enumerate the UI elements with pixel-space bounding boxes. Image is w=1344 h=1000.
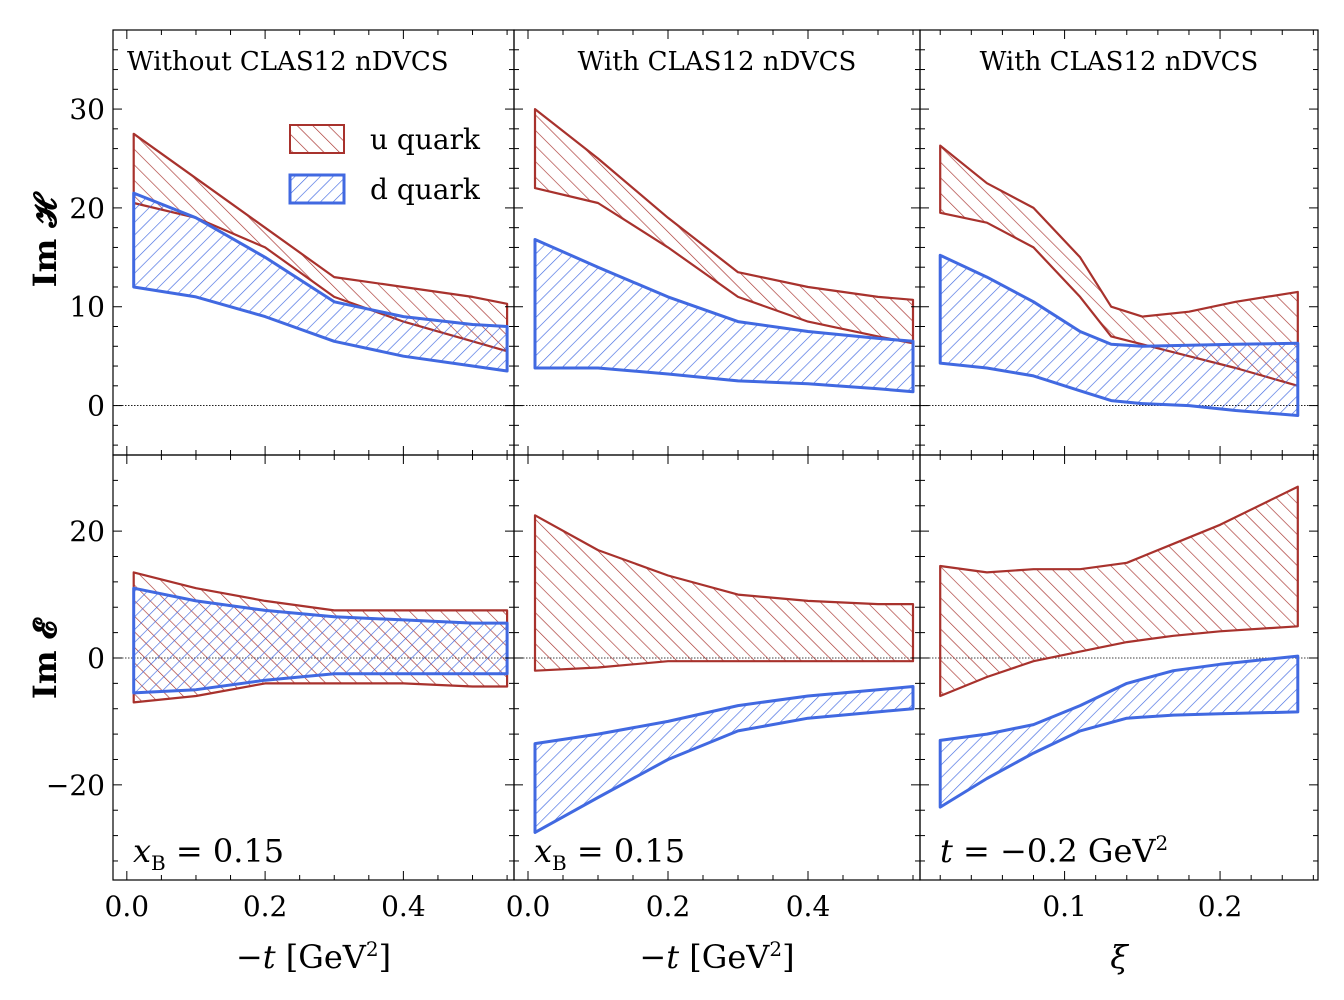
y-tick-label: 0 <box>87 642 105 675</box>
panel-frame <box>513 29 921 456</box>
legend-label-u: u quark <box>370 123 481 156</box>
panel-annotation: xB = 0.15 <box>534 832 685 875</box>
panel-r1-c0: −20 0 20 0.0 0.2 0.4 −t [GeV2] xB = 0.15 <box>46 454 515 976</box>
x-axis-title: −t [GeV2] <box>236 937 391 976</box>
y-tick-label: 30 <box>69 93 105 126</box>
y-axis-title-im-h: Im 𝓗 <box>26 190 64 287</box>
y-tick-label: 0 <box>87 390 105 423</box>
panels-group: 0 10 20 30 Without CLAS12 nDVCS With CLAS12 n… <box>46 29 1319 976</box>
panel-annotation: xB = 0.15 <box>133 832 284 875</box>
x-axis-title: −t [GeV2] <box>639 937 794 976</box>
band-d-quark <box>938 654 1300 809</box>
band-u-quark <box>533 514 915 672</box>
band-d-quark <box>132 191 509 373</box>
panel-annotation: t = −0.2 GeV2 <box>940 831 1168 870</box>
panel-title: With CLAS12 nDVCS <box>578 47 857 77</box>
panel-r0-c2: With CLAS12 nDVCS <box>919 29 1319 456</box>
overlay-group: Im 𝓗 Im 𝓔 u quark d quark <box>26 123 481 699</box>
y-tick-label: 10 <box>69 291 105 324</box>
panel-r0-c0: 0 10 20 30 Without CLAS12 nDVCS <box>69 29 515 456</box>
band-d-quark <box>132 586 509 695</box>
x-axis-title: ξ <box>1110 938 1129 976</box>
x-tick-label: 0.1 <box>1042 890 1087 923</box>
panel-r0-c1: With CLAS12 nDVCS <box>513 29 921 456</box>
panel-title: Without CLAS12 nDVCS <box>127 47 449 77</box>
x-tick-label: 0.2 <box>243 890 288 923</box>
band-u-quark <box>939 485 1299 698</box>
legend: u quark d quark <box>288 123 481 206</box>
y-tick-label: −20 <box>46 769 105 802</box>
x-tick-label: 0.2 <box>1198 890 1243 923</box>
y-tick-label: 20 <box>69 192 105 225</box>
legend-swatch-u <box>289 124 345 154</box>
x-tick-label: 0.4 <box>381 890 426 923</box>
x-tick-label: 0.0 <box>105 890 150 923</box>
x-tick-label: 0.4 <box>786 890 831 923</box>
panel-frame <box>919 454 1319 881</box>
band-d-quark <box>938 253 1300 417</box>
band-d-quark <box>533 685 915 834</box>
x-tick-label: 0.2 <box>646 890 691 923</box>
x-tick-label: 0.0 <box>506 890 551 923</box>
panel-r1-c1: 0.0 0.2 0.4 −t [GeV2] xB = 0.15 <box>506 454 921 976</box>
panel-title: With CLAS12 nDVCS <box>980 47 1259 77</box>
panel-r1-c2: 0.1 0.2 ξ t = −0.2 GeV2 <box>919 454 1319 976</box>
legend-swatch-d <box>288 173 346 205</box>
legend-label-d: d quark <box>370 173 481 206</box>
y-tick-label: 20 <box>69 515 105 548</box>
y-axis-title-im-e: Im 𝓔 <box>26 617 64 699</box>
band-d-quark <box>533 238 915 394</box>
